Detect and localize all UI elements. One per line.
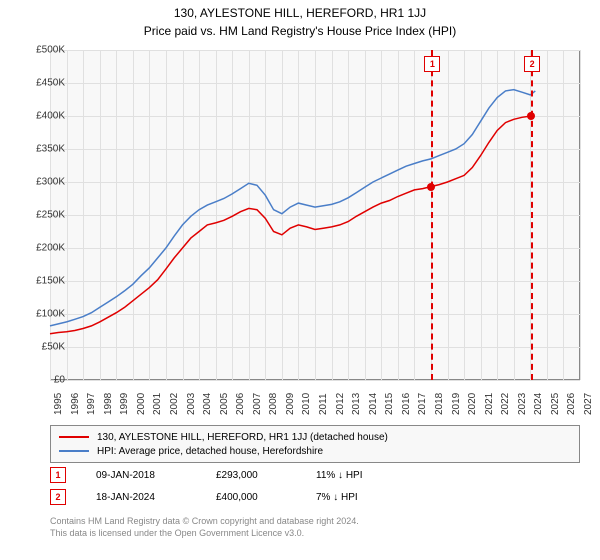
xtick-label: 2006 bbox=[235, 393, 246, 415]
marker-delta: 11% ↓ HPI bbox=[316, 470, 456, 481]
chart-container: 130, AYLESTONE HILL, HEREFORD, HR1 1JJ P… bbox=[0, 0, 600, 560]
ytick-label: £450K bbox=[36, 78, 65, 89]
ytick-label: £150K bbox=[36, 276, 65, 287]
ytick-label: £500K bbox=[36, 45, 65, 56]
table-row: 1 09-JAN-2018 £293,000 11% ↓ HPI bbox=[50, 464, 580, 486]
ytick-label: £0 bbox=[54, 375, 65, 386]
xtick-label: 2026 bbox=[566, 393, 577, 415]
chart-subtitle: Price paid vs. HM Land Registry's House … bbox=[0, 20, 600, 44]
marker-date: 18-JAN-2024 bbox=[96, 492, 216, 503]
ytick-label: £350K bbox=[36, 144, 65, 155]
xtick-label: 2021 bbox=[484, 393, 495, 415]
footer: Contains HM Land Registry data © Crown c… bbox=[50, 516, 580, 539]
xtick-label: 1998 bbox=[103, 393, 114, 415]
xtick-label: 2009 bbox=[285, 393, 296, 415]
xtick-label: 1996 bbox=[70, 393, 81, 415]
xtick-label: 2014 bbox=[368, 393, 379, 415]
xtick-label: 2012 bbox=[335, 393, 346, 415]
legend-swatch bbox=[59, 436, 89, 438]
marker-price: £400,000 bbox=[216, 492, 316, 503]
marker-badge: 2 bbox=[524, 56, 540, 72]
ytick-label: £300K bbox=[36, 177, 65, 188]
marker-badge: 2 bbox=[50, 489, 66, 505]
xtick-label: 1995 bbox=[53, 393, 64, 415]
xtick-label: 2023 bbox=[517, 393, 528, 415]
table-row: 2 18-JAN-2024 £400,000 7% ↓ HPI bbox=[50, 486, 580, 508]
xtick-label: 2008 bbox=[268, 393, 279, 415]
ytick-label: £400K bbox=[36, 111, 65, 122]
xtick-label: 2027 bbox=[583, 393, 594, 415]
xtick-label: 2000 bbox=[136, 393, 147, 415]
marker-delta: 7% ↓ HPI bbox=[316, 492, 456, 503]
xtick-label: 2007 bbox=[252, 393, 263, 415]
ytick-label: £50K bbox=[42, 342, 65, 353]
xtick-label: 2018 bbox=[434, 393, 445, 415]
ytick-label: £100K bbox=[36, 309, 65, 320]
xtick-label: 2019 bbox=[451, 393, 462, 415]
xtick-label: 2004 bbox=[202, 393, 213, 415]
marker-badge: 1 bbox=[424, 56, 440, 72]
legend-label: 130, AYLESTONE HILL, HEREFORD, HR1 1JJ (… bbox=[97, 432, 388, 443]
line-series bbox=[50, 50, 580, 380]
footer-line: Contains HM Land Registry data © Crown c… bbox=[50, 516, 580, 528]
marker-table: 1 09-JAN-2018 £293,000 11% ↓ HPI 2 18-JA… bbox=[50, 464, 580, 508]
marker-date: 09-JAN-2018 bbox=[96, 470, 216, 481]
xtick-label: 1997 bbox=[86, 393, 97, 415]
xtick-label: 2002 bbox=[169, 393, 180, 415]
ytick-label: £200K bbox=[36, 243, 65, 254]
footer-line: This data is licensed under the Open Gov… bbox=[50, 528, 580, 540]
legend: 130, AYLESTONE HILL, HEREFORD, HR1 1JJ (… bbox=[50, 425, 580, 463]
xtick-label: 2022 bbox=[500, 393, 511, 415]
marker-price: £293,000 bbox=[216, 470, 316, 481]
xtick-label: 2001 bbox=[152, 393, 163, 415]
xtick-label: 2003 bbox=[186, 393, 197, 415]
chart-title: 130, AYLESTONE HILL, HEREFORD, HR1 1JJ bbox=[0, 0, 600, 20]
legend-item: HPI: Average price, detached house, Here… bbox=[59, 444, 571, 458]
xtick-label: 2025 bbox=[550, 393, 561, 415]
xtick-label: 2013 bbox=[351, 393, 362, 415]
xtick-label: 2017 bbox=[417, 393, 428, 415]
legend-swatch bbox=[59, 450, 89, 452]
xtick-label: 2011 bbox=[318, 393, 329, 415]
xtick-label: 2016 bbox=[401, 393, 412, 415]
ytick-label: £250K bbox=[36, 210, 65, 221]
xtick-label: 1999 bbox=[119, 393, 130, 415]
xtick-label: 2010 bbox=[301, 393, 312, 415]
legend-label: HPI: Average price, detached house, Here… bbox=[97, 446, 323, 457]
legend-item: 130, AYLESTONE HILL, HEREFORD, HR1 1JJ (… bbox=[59, 430, 571, 444]
xtick-label: 2015 bbox=[384, 393, 395, 415]
xtick-label: 2005 bbox=[219, 393, 230, 415]
marker-badge: 1 bbox=[50, 467, 66, 483]
plot-area: 12 bbox=[50, 50, 580, 380]
xtick-label: 2024 bbox=[533, 393, 544, 415]
xtick-label: 2020 bbox=[467, 393, 478, 415]
